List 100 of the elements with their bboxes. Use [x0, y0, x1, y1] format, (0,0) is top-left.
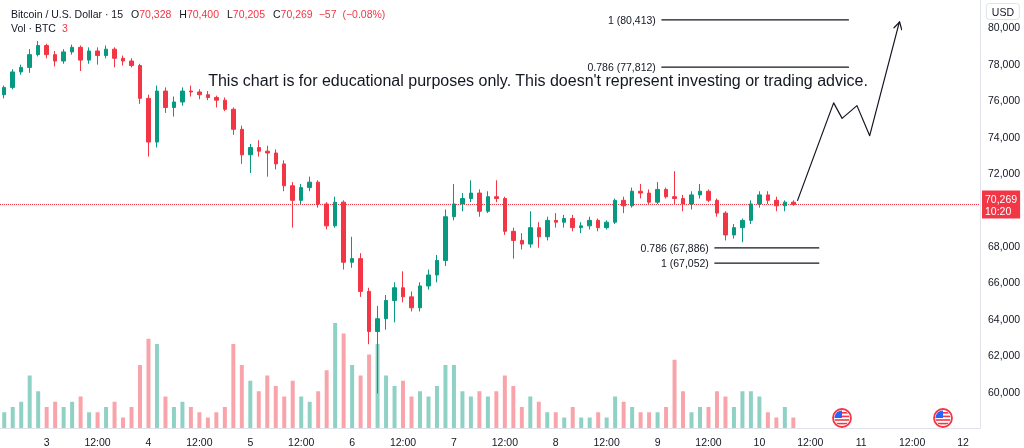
bar [367, 354, 372, 428]
bar [256, 391, 261, 428]
bar [2, 412, 7, 428]
bar [757, 396, 762, 428]
bar [188, 407, 193, 428]
bar [791, 417, 796, 428]
candlestick [36, 40, 40, 57]
x-tick-label: 12:00 [797, 435, 824, 448]
x-tick-label: 6 [349, 435, 356, 448]
bar [384, 375, 389, 428]
candlestick [155, 85, 159, 149]
bar [316, 391, 321, 428]
candlestick [418, 281, 422, 312]
bar [630, 407, 635, 428]
bar [638, 412, 643, 428]
x-tick-label: 8 [552, 435, 559, 448]
bar [681, 391, 686, 428]
candlestick [706, 188, 711, 203]
bar [647, 412, 652, 428]
bar [528, 396, 533, 428]
y-tick-label: 80,000 [988, 21, 1021, 34]
candlestick [138, 63, 142, 105]
candlestick [392, 281, 397, 323]
x-tick-label: 9 [654, 435, 661, 448]
candlestick [783, 199, 787, 212]
candlestick [579, 221, 583, 234]
bar [502, 375, 507, 428]
x-tick-label: 12:00 [186, 435, 213, 448]
x-tick-label: 12:00 [898, 435, 926, 448]
bar [494, 391, 499, 428]
x-tick-label: 11 [855, 435, 867, 448]
x-tick-label: 10 [753, 435, 766, 448]
bar [358, 375, 363, 428]
x-tick-label: 12:00 [695, 435, 722, 448]
bar [485, 396, 490, 428]
bar [468, 396, 473, 428]
bar [265, 375, 270, 428]
candlestick [520, 232, 524, 251]
bar [401, 380, 406, 428]
bar [290, 380, 295, 428]
bar [579, 417, 584, 428]
y-tick-label: 78,000 [988, 57, 1021, 70]
y-axis-title: USD [991, 5, 1015, 18]
candlestick [638, 183, 643, 200]
candlestick [358, 252, 363, 298]
candlestick [630, 187, 634, 209]
candlestick [426, 269, 431, 291]
bar [596, 412, 601, 428]
bar [706, 407, 711, 428]
y-tick-label: 72,000 [988, 167, 1021, 180]
x-tick-label: 5 [247, 435, 254, 448]
x-tick-label: 4 [145, 435, 152, 448]
y-tick-label: 68,000 [988, 239, 1021, 252]
candlestick [554, 212, 558, 229]
candlestick [443, 208, 448, 267]
y-tick-label: 62,000 [988, 349, 1021, 362]
candlestick [350, 236, 354, 269]
candlestick [53, 50, 57, 67]
candlestick [87, 46, 91, 65]
bar [587, 417, 592, 428]
y-tick-label: 60,000 [988, 385, 1021, 398]
candlestick [537, 221, 541, 249]
bar [748, 391, 753, 428]
candlestick [545, 216, 550, 241]
candlestick [248, 143, 253, 174]
bar [604, 417, 609, 428]
candlestick [452, 183, 456, 221]
bar [418, 391, 422, 428]
candlestick [112, 46, 117, 68]
bar [536, 401, 541, 428]
candlestick [766, 190, 770, 205]
bar [723, 396, 728, 428]
candlestick [698, 183, 702, 200]
candlestick [265, 145, 270, 178]
candlestick [257, 139, 261, 158]
bar [171, 407, 176, 428]
x-tick-label: 12 [957, 435, 970, 448]
candlestick [435, 254, 439, 283]
candlestick [189, 85, 193, 98]
bar [782, 407, 787, 428]
candlestick [121, 55, 125, 67]
candlestick [307, 176, 312, 192]
candlestick [27, 48, 32, 74]
bar [714, 391, 719, 428]
candlestick [570, 214, 575, 232]
bar [239, 365, 244, 428]
annotation: 1 (67,052) [660, 257, 709, 270]
text: O70,328 H70,400 L70,205 C70,269 −57 (−0.08%) [131, 7, 386, 20]
bar [27, 375, 32, 428]
candlestick [2, 85, 6, 99]
candlestick [146, 94, 151, 158]
bar [545, 412, 550, 428]
bar [19, 401, 24, 428]
bar [61, 407, 66, 428]
candlestick [740, 218, 745, 243]
candlestick [214, 95, 219, 108]
candlestick [129, 57, 134, 68]
y-tick-label: 74,000 [988, 130, 1021, 143]
bar [78, 396, 83, 428]
bar [112, 401, 117, 428]
